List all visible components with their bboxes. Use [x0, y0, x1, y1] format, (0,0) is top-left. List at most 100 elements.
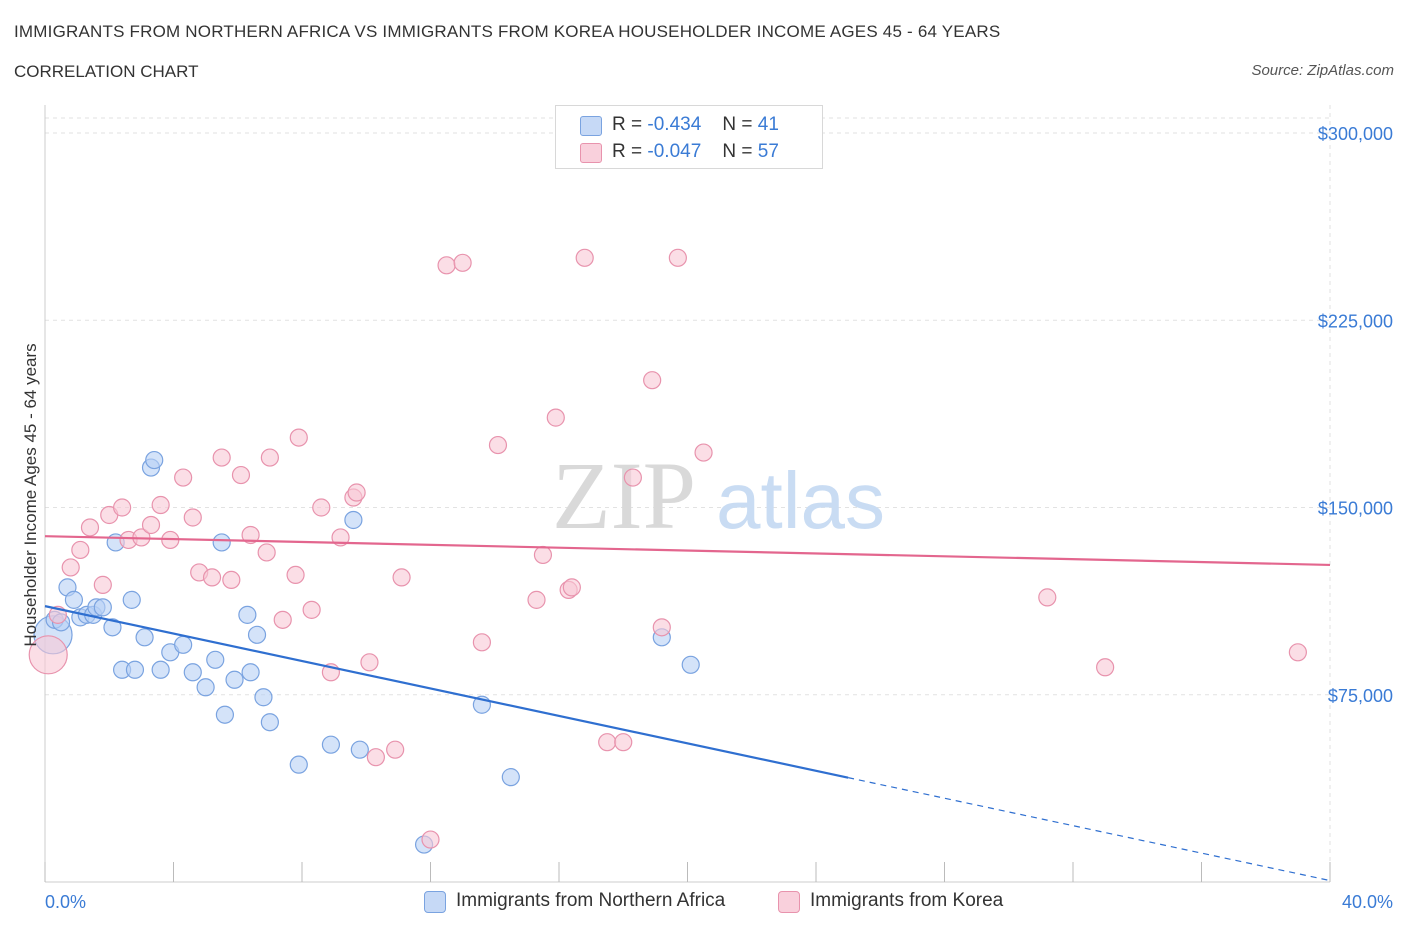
korea-point — [289, 428, 308, 447]
watermark-zip: ZIP — [552, 442, 696, 549]
x-tick-label: 40.0% — [1342, 892, 1393, 912]
northern-africa-point — [183, 663, 202, 682]
northern-africa-point — [215, 705, 234, 724]
korea-point — [347, 483, 366, 502]
legend-n-label: N = — [722, 141, 753, 162]
northern-africa-point — [135, 628, 154, 647]
korea-point — [437, 256, 456, 275]
korea-point — [141, 515, 161, 535]
northern-africa-point — [241, 663, 260, 682]
korea-point — [527, 590, 546, 609]
legend-stats-northern-africa: R = -0.434 N = 41 — [612, 114, 779, 136]
northern-africa-point — [344, 510, 363, 530]
korea-point — [312, 498, 331, 517]
northern-africa-point — [125, 660, 145, 679]
korea-point — [643, 371, 662, 390]
northern-africa-trend-line — [44, 605, 849, 779]
korea-point — [533, 545, 553, 565]
northern-africa-trend-extension — [847, 777, 1331, 882]
legend-r-value: -0.047 — [647, 141, 702, 162]
korea-point — [257, 543, 276, 562]
korea-point — [71, 540, 90, 560]
korea-point — [151, 495, 170, 515]
korea-point — [598, 733, 617, 752]
northern-africa-point — [260, 713, 279, 732]
northern-africa-point — [247, 625, 267, 644]
bottom-legend-label: Immigrants from Korea — [810, 890, 1004, 911]
northern-africa-point — [206, 650, 225, 669]
northern-africa-point — [350, 740, 369, 759]
korea-point — [212, 448, 231, 467]
tick-labels: $75,000 $150,000 $225,000 $300,000 0.0% 40.0% — [45, 124, 1393, 912]
korea-point — [260, 448, 279, 467]
northern-africa-point — [196, 678, 215, 697]
korea-point — [453, 253, 472, 272]
northern-africa-point — [254, 688, 273, 707]
legend-stats-korea: R = -0.047 N = 57 — [612, 141, 779, 163]
northern-africa-point — [151, 660, 170, 679]
watermark-atlas: atlas — [716, 456, 885, 545]
korea-point — [575, 248, 594, 267]
korea-point — [61, 558, 80, 577]
korea-point — [286, 565, 305, 585]
korea-point — [488, 435, 508, 455]
korea-point — [1096, 658, 1115, 677]
korea-point — [386, 740, 405, 759]
x-tick-label: 0.0% — [45, 892, 86, 912]
y-axis-label: Householder Income Ages 45 - 64 years — [21, 343, 40, 646]
northern-africa-point — [212, 533, 231, 552]
legend-r-value: -0.434 — [647, 114, 702, 135]
northern-africa-point — [122, 590, 141, 609]
y-tick-label: $225,000 — [1318, 311, 1393, 331]
korea-trend-line — [44, 535, 1331, 567]
bottom-legend-label: Immigrants from Northern Africa — [456, 890, 726, 911]
korea-point — [623, 468, 642, 487]
korea-point — [183, 508, 202, 527]
source-credit: Source: ZipAtlas.com — [1251, 62, 1394, 79]
korea-point — [1288, 643, 1307, 662]
korea-point — [174, 468, 193, 487]
korea-point — [366, 748, 385, 767]
korea-point — [28, 635, 68, 675]
korea-point — [668, 248, 687, 267]
korea-point — [546, 408, 565, 427]
northern-africa-point — [321, 735, 341, 754]
korea-point — [652, 618, 671, 637]
korea-point — [360, 653, 379, 672]
y-tick-label: $150,000 — [1318, 499, 1393, 519]
korea-point — [241, 525, 260, 545]
northern-africa-point — [225, 670, 244, 689]
legend-swatch-pink — [580, 143, 602, 163]
korea-point — [421, 830, 440, 849]
northern-africa-point — [289, 755, 308, 774]
legend-n-label: N = — [722, 114, 753, 135]
bottom-legend-swatch-blue — [424, 891, 446, 913]
legend-r-label: R = — [612, 114, 643, 135]
korea-point — [80, 518, 100, 537]
korea-point — [614, 733, 633, 752]
korea-point — [112, 498, 132, 517]
watermark: ZIP atlas — [552, 442, 885, 549]
korea-point — [222, 570, 241, 590]
y-tick-label: $300,000 — [1318, 124, 1393, 144]
korea-point — [1038, 588, 1057, 607]
axes — [44, 105, 1331, 883]
northern-africa-point — [681, 655, 700, 674]
korea-point — [472, 633, 491, 652]
bottom-legend-swatch-pink — [778, 891, 800, 913]
northern-africa-point — [145, 450, 164, 470]
korea-point — [302, 600, 321, 619]
legend-n-value: 57 — [757, 141, 779, 162]
korea-point — [273, 610, 292, 629]
northern-africa-point — [174, 635, 193, 654]
korea-point — [694, 443, 713, 462]
korea-point — [562, 578, 581, 597]
y-tick-label: $75,000 — [1328, 686, 1393, 706]
chart-subtitle: CORRELATION CHART — [14, 62, 199, 81]
korea-point — [231, 465, 251, 485]
korea-point — [202, 568, 222, 587]
legend-n-value: 41 — [757, 114, 779, 135]
northern-africa-point — [64, 590, 84, 609]
legend-swatch-blue — [580, 116, 602, 136]
